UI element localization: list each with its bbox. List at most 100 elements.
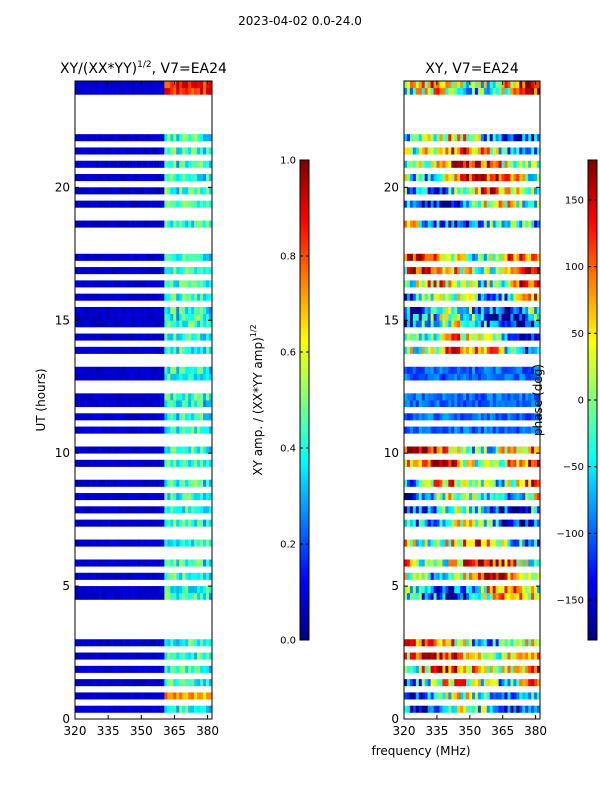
heatmap-cell [113, 413, 118, 421]
heatmap-cell [510, 572, 514, 580]
colorbar-segment [300, 472, 309, 477]
heatmap-cell [480, 479, 485, 487]
heatmap-cell [442, 293, 446, 301]
heatmap-cell [433, 81, 437, 89]
heatmap-cell [122, 493, 127, 501]
heatmap-cell [89, 147, 94, 155]
heatmap-cell [122, 692, 127, 700]
heatmap-cell [134, 253, 138, 261]
heatmap-cell [406, 519, 411, 527]
colorbar-segment [588, 192, 597, 197]
heatmap-cell [77, 333, 82, 341]
heatmap-cell [83, 267, 88, 275]
heatmap-cell [170, 479, 174, 487]
heatmap-cell [158, 220, 162, 228]
heatmap-cell [537, 220, 541, 228]
heatmap-cell [158, 373, 162, 381]
heatmap-cell [143, 147, 147, 155]
heatmap-cell [498, 160, 502, 168]
heatmap-cell [98, 293, 103, 301]
heatmap-cell [140, 280, 144, 288]
colorbar-segment [300, 172, 309, 177]
heatmap-cell [495, 479, 500, 487]
heatmap-cell [460, 652, 464, 660]
heatmap-cell [451, 220, 455, 228]
heatmap-cell [80, 539, 85, 547]
heatmap-cell [188, 267, 192, 275]
heatmap-cell [152, 220, 156, 228]
heatmap-cell [128, 134, 132, 142]
heatmap-cell [194, 187, 198, 195]
heatmap-cell [122, 220, 127, 228]
heatmap-cell [110, 519, 115, 527]
heatmap-cell [191, 446, 195, 454]
colorbar-segment [588, 312, 597, 317]
heatmap-cell [445, 639, 449, 647]
heatmap-cell [128, 81, 132, 89]
heatmap-cell [137, 639, 141, 647]
heatmap-cell [149, 639, 153, 647]
heatmap-cell [531, 134, 535, 142]
colorbar-segment [588, 628, 597, 633]
heatmap-cell [104, 479, 109, 487]
heatmap-cell [164, 220, 168, 228]
heatmap-cell [92, 559, 97, 567]
heatmap-cell [140, 187, 144, 195]
heatmap-cell [209, 479, 213, 487]
heatmap-cell [448, 692, 452, 700]
heatmap-cell [113, 639, 118, 647]
heatmap-cell [495, 665, 500, 673]
heatmap-cell [200, 592, 204, 600]
heatmap-cell [182, 253, 186, 261]
heatmap-cell [200, 572, 204, 580]
heatmap-cell [534, 679, 538, 687]
heatmap-cell [191, 160, 195, 168]
heatmap-cell [164, 639, 168, 647]
heatmap-cell [409, 134, 414, 142]
heatmap-cell [415, 306, 420, 315]
heatmap-cell [448, 592, 452, 600]
heatmap-cell [209, 506, 213, 514]
heatmap-cell [409, 306, 414, 315]
heatmap-cell [427, 87, 432, 95]
heatmap-cell [75, 267, 79, 275]
heatmap-cell [522, 665, 526, 673]
heatmap-cell [134, 459, 138, 467]
heatmap-cell [176, 253, 180, 261]
heatmap-cell [176, 187, 180, 195]
heatmap-cell [194, 306, 198, 315]
heatmap-cell [137, 187, 141, 195]
heatmap-cell [116, 592, 121, 600]
heatmap-cell [197, 174, 201, 182]
heatmap-cell [495, 559, 500, 567]
heatmap-cell [525, 559, 529, 567]
heatmap-cell [203, 253, 207, 261]
heatmap-cell [472, 479, 476, 487]
heatmap-cell [98, 572, 103, 580]
heatmap-cell [176, 559, 180, 567]
heatmap-cell [77, 200, 82, 208]
heatmap-cell [75, 493, 79, 501]
heatmap-cell [125, 174, 130, 182]
colorbar-segment [588, 632, 597, 637]
heatmap-cell [83, 366, 88, 374]
heatmap-cell [191, 333, 195, 341]
heatmap-cell [206, 479, 210, 487]
heatmap-cell [164, 320, 168, 328]
heatmap-cell [469, 346, 473, 354]
heatmap-cell [170, 267, 174, 275]
heatmap-cell [522, 705, 526, 713]
heatmap-cell [188, 705, 192, 713]
heatmap-cell [191, 87, 195, 95]
heatmap-cell [86, 373, 91, 381]
heatmap-cell [516, 333, 520, 341]
heatmap-cell [200, 426, 204, 434]
heatmap-cell [498, 280, 502, 288]
heatmap-cell [194, 479, 198, 487]
heatmap-cell [486, 253, 491, 261]
heatmap-cell [152, 200, 156, 208]
heatmap-cell [489, 267, 494, 275]
heatmap-cell [495, 400, 500, 408]
heatmap-cell [161, 559, 165, 567]
heatmap-cell [430, 346, 434, 354]
